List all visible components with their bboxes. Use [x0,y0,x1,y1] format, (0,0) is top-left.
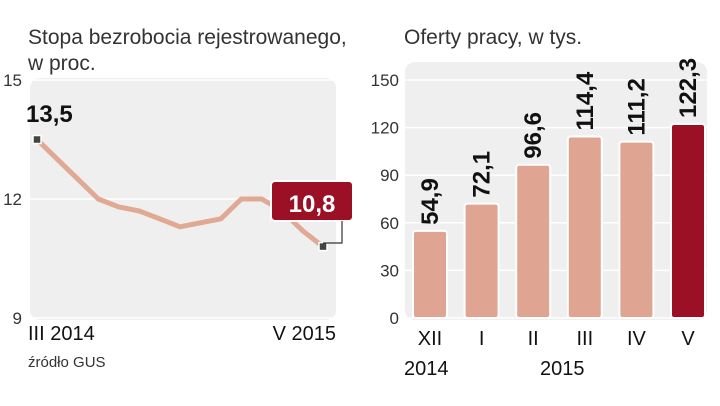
bar-III [566,135,603,319]
year-label-2015: 2015 [540,358,585,380]
bar-category-label: III [576,328,593,350]
bar-y-tick-label: 30 [380,261,399,280]
bar-category-label: I [479,328,485,350]
bar-I [463,202,500,319]
source-note: źródło GUS [28,354,106,371]
bar-V [670,122,706,319]
line-x-start-label: III 2014 [28,323,95,345]
bar-y-tick-label: 120 [371,119,399,138]
bar-II [515,163,552,319]
bar-value-label: 72,1 [469,151,496,198]
bar-y-tick-label: 150 [371,71,399,90]
bar-value-label: 54,9 [417,178,444,225]
bar-value-label: 111,2 [623,78,650,135]
bars: 54,9 72,1 96,6 114,4 111,2 122,3 [412,58,706,319]
line-y-tick-label: 9 [13,309,22,328]
bar-XII [412,229,448,319]
end-label-connector [323,221,343,244]
bar-gridlines [405,79,707,319]
line-end-marker [318,241,328,252]
bar-value-label: 114,4 [572,71,599,130]
line-chart-title: Stopa bezrobocia rejestrowanego, [28,26,347,49]
line-x-end-label: V 2015 [273,323,336,345]
year-label-2014: 2014 [404,358,449,380]
bar-value-label: 96,6 [520,112,547,159]
line-y-tick-label: 15 [3,71,22,90]
bar-x-axis: XII I II III IV V [418,328,696,350]
bar-plot-area [405,62,707,320]
line-y-axis: 15 12 9 [3,71,22,328]
bar-y-axis: 150 120 90 60 30 0 [371,71,399,328]
bar-y-tick-label: 0 [390,309,399,328]
line-end-label-box [270,180,354,222]
bar-category-label: XII [418,328,442,350]
bar-category-label: IV [627,328,647,350]
bar-IV [618,140,655,319]
line-chart-subtitle: w proc. [27,52,96,75]
line-start-marker [32,134,42,145]
bar-category-label: II [528,328,539,350]
bar-chart-title: Oferty pracy, w tys. [404,26,582,49]
line-start-label: 13,5 [26,101,73,128]
line-y-tick-label: 12 [3,190,22,209]
bar-value-label: 122,3 [675,58,702,118]
bar-y-tick-label: 60 [380,214,399,233]
line-end-label: 10,8 [289,191,336,218]
bar-y-tick-label: 90 [380,166,399,185]
bar-category-label: V [681,328,695,350]
